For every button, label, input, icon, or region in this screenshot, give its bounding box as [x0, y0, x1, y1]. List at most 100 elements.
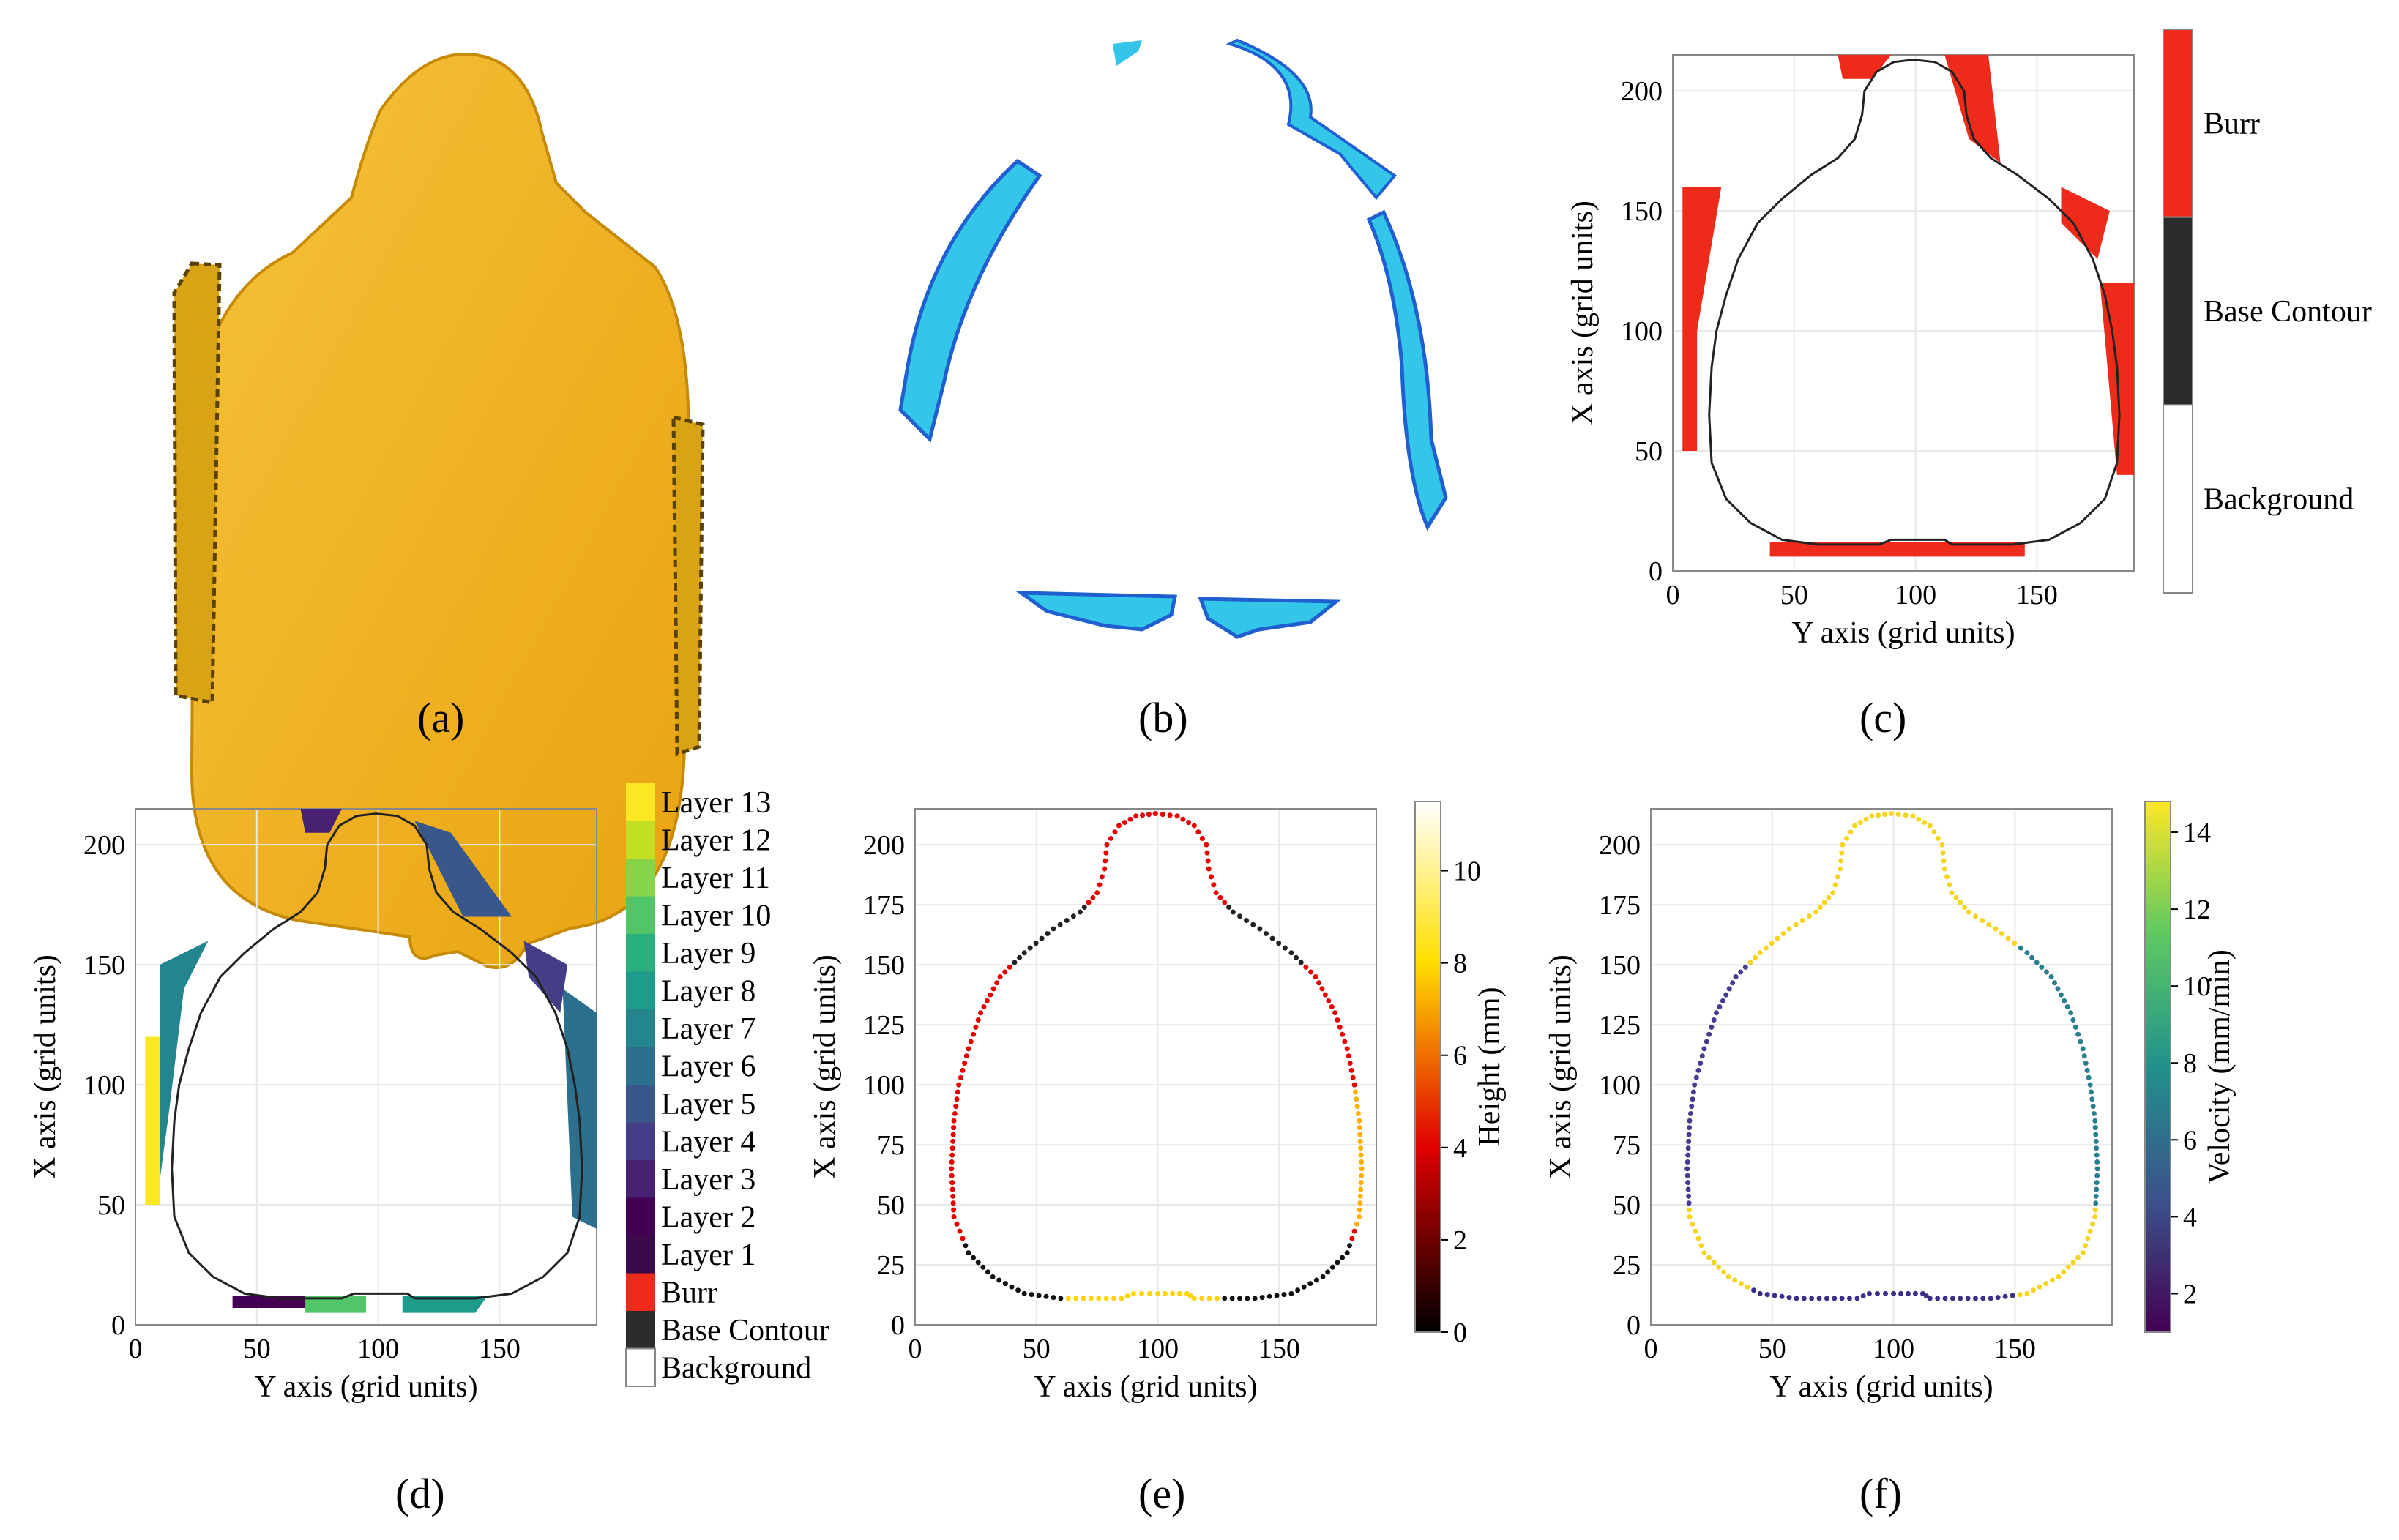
- path-point: [1226, 904, 1232, 910]
- path-point: [1124, 1293, 1130, 1299]
- path-point: [1835, 874, 1840, 880]
- path-point: [1351, 1082, 1357, 1088]
- x-tick-label: 0: [1666, 580, 1680, 610]
- path-point: [1222, 900, 1228, 905]
- path-point: [1094, 890, 1100, 896]
- path-point: [1888, 811, 1894, 817]
- path-point: [1346, 1053, 1351, 1059]
- path-point: [1692, 1082, 1698, 1088]
- burr-region: [1769, 542, 2025, 557]
- path-point: [1883, 1290, 1889, 1296]
- path-point: [1358, 1145, 1364, 1151]
- path-point: [1993, 926, 1999, 932]
- path-point: [1206, 866, 1212, 872]
- path-point: [1357, 1207, 1362, 1213]
- caption-f: (f): [1859, 1470, 1902, 1517]
- path-point: [1935, 1296, 1941, 1301]
- legend-label: Burr: [2204, 107, 2260, 141]
- colorbar-tick-label: 4: [1453, 1133, 1467, 1164]
- x-tick-label: 50: [1758, 1334, 1786, 1364]
- path-point: [2088, 1089, 2094, 1095]
- path-point: [1103, 858, 1108, 864]
- path-point: [1147, 1290, 1153, 1296]
- path-point: [1276, 941, 1282, 946]
- path-point: [1180, 816, 1186, 822]
- burr-cloud-right-top: [1225, 38, 1397, 201]
- plot-frame: [914, 808, 1377, 1326]
- path-point: [2086, 1074, 2092, 1080]
- path-point: [2093, 1132, 2099, 1137]
- path-point: [1780, 931, 1786, 937]
- path-point: [1980, 1296, 1986, 1301]
- path-point: [1112, 829, 1118, 835]
- path-point: [2002, 1293, 2008, 1299]
- path-point: [949, 1152, 955, 1158]
- path-point: [1282, 945, 1288, 951]
- path-point: [1751, 1287, 1757, 1293]
- path-point: [2078, 1039, 2083, 1044]
- path-point: [994, 980, 1000, 986]
- path-point: [1357, 1125, 1362, 1131]
- path-point: [1689, 1104, 1695, 1110]
- x-tick-label: 50: [1023, 1334, 1051, 1364]
- path-point: [1701, 1250, 1707, 1256]
- colorbar-tick-label: 8: [1453, 949, 1467, 979]
- path-point: [1966, 909, 1971, 915]
- path-point: [1152, 811, 1158, 817]
- path-point: [2024, 950, 2030, 956]
- path-point: [1939, 842, 1945, 848]
- path-point: [1876, 812, 1881, 818]
- burr-region: [1682, 187, 1722, 452]
- path-point: [1051, 926, 1056, 932]
- legend-swatch: [626, 1197, 655, 1236]
- path-point: [1706, 1255, 1712, 1260]
- path-point: [2094, 1145, 2100, 1151]
- path-point: [1104, 842, 1110, 848]
- path-point: [1690, 1221, 1695, 1227]
- legend-label: Layer 12: [661, 823, 771, 857]
- path-point: [968, 1039, 974, 1044]
- y-tick-label: 175: [1599, 890, 1641, 921]
- path-point: [950, 1200, 956, 1206]
- path-point: [1103, 1296, 1109, 1301]
- path-point: [960, 1236, 966, 1241]
- y-axis-label: X axis (grid units): [29, 954, 62, 1179]
- path-point: [1852, 823, 1858, 829]
- path-point: [2070, 1017, 2076, 1023]
- path-point: [1303, 964, 1309, 970]
- path-point: [1733, 974, 1739, 980]
- legend-label: Layer 8: [661, 974, 755, 1008]
- path-point: [1140, 812, 1146, 818]
- path-point: [950, 1138, 956, 1144]
- path-point: [1995, 1295, 2001, 1301]
- path-point: [1329, 1264, 1335, 1270]
- path-point: [1213, 890, 1219, 896]
- y-tick-label: 100: [1599, 1070, 1641, 1101]
- burr-cloud-left-top: [1113, 40, 1142, 66]
- path-point: [1763, 945, 1769, 951]
- path-point: [1769, 941, 1775, 946]
- path-point: [1204, 850, 1210, 856]
- path-point: [1839, 1296, 1845, 1301]
- path-point: [1347, 1243, 1353, 1249]
- y-tick-label: 150: [83, 950, 125, 981]
- legend-label: Layer 13: [661, 786, 771, 820]
- path-point: [1021, 1290, 1027, 1296]
- path-point: [1711, 1260, 1717, 1266]
- path-point: [1826, 894, 1832, 900]
- path-point: [1263, 931, 1269, 937]
- path-point: [1009, 1284, 1015, 1290]
- path-point: [1725, 1274, 1731, 1279]
- path-point: [2090, 1104, 2096, 1110]
- plot-frame: [1672, 54, 2135, 572]
- path-point: [1840, 842, 1846, 848]
- path-point: [1891, 1290, 1897, 1296]
- legend-label: Layer 3: [661, 1163, 755, 1197]
- path-point: [2091, 1110, 2097, 1116]
- path-point: [1187, 1293, 1193, 1299]
- legend-swatch: [626, 1160, 655, 1198]
- y-tick-label: 0: [111, 1310, 125, 1341]
- path-point: [1081, 1296, 1086, 1301]
- path-point: [978, 1010, 984, 1016]
- y-tick-label: 50: [1613, 1190, 1641, 1221]
